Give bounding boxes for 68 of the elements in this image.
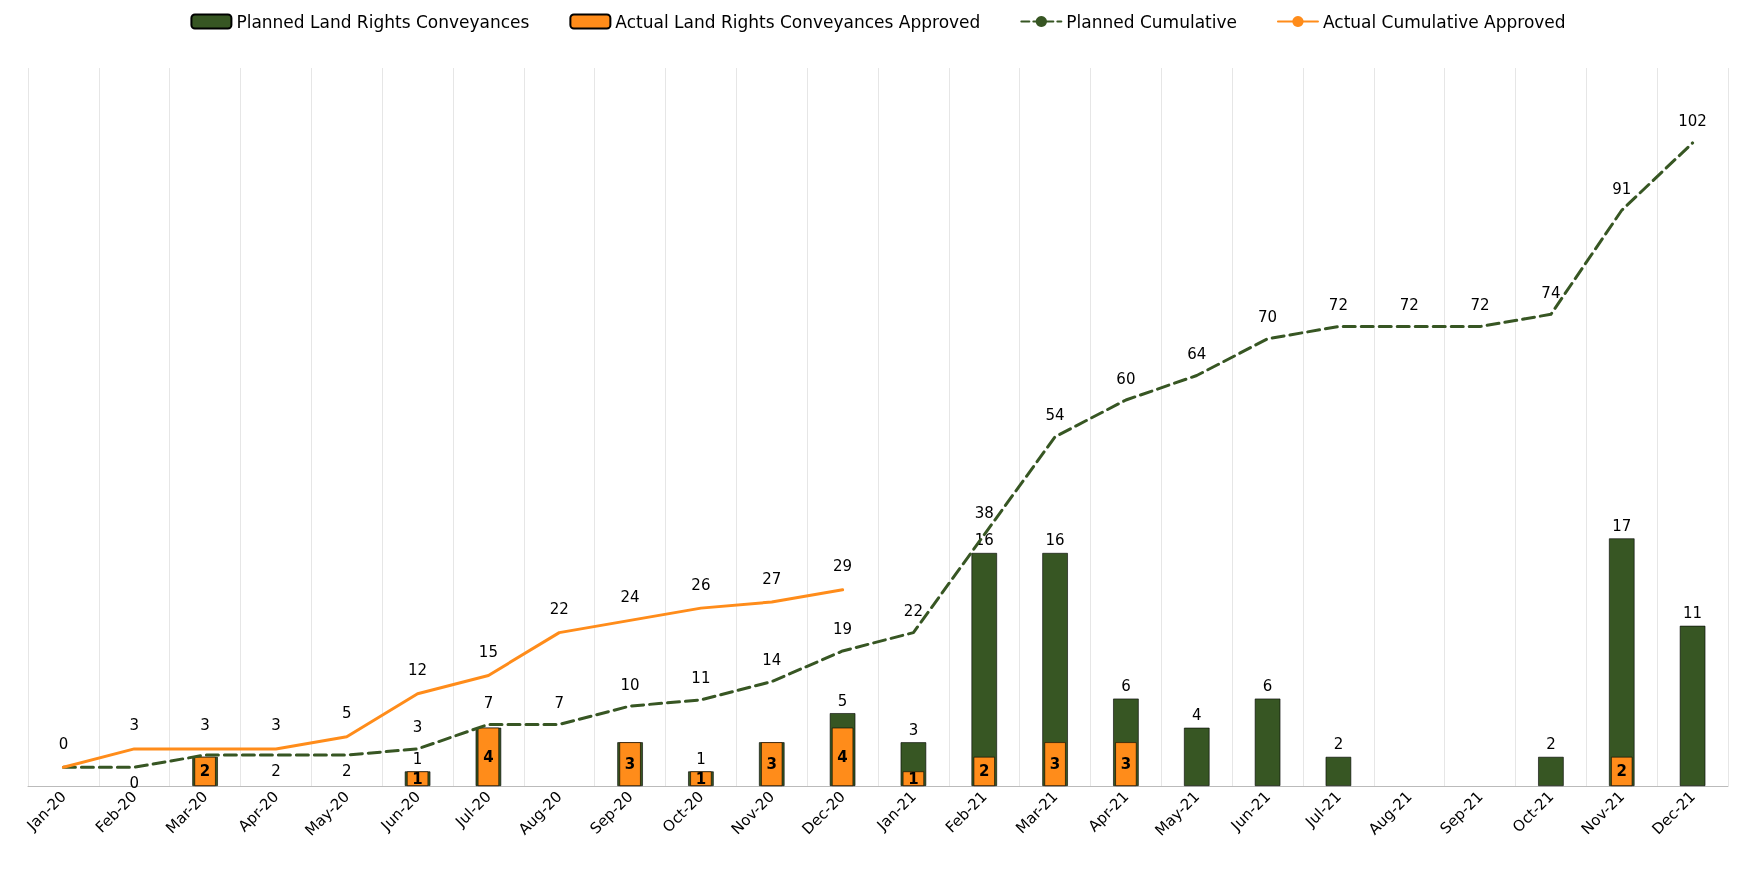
legend-label: Planned Land Rights Conveyances	[236, 11, 530, 32]
data-label: 2	[1546, 735, 1556, 754]
bar	[1538, 756, 1564, 786]
data-label: 1	[908, 769, 919, 788]
legend-label: Actual Cumulative Approved	[1322, 11, 1566, 32]
bar	[1184, 727, 1210, 786]
data-label: 12	[408, 661, 428, 680]
data-label: 0	[58, 734, 69, 753]
data-label: 2	[341, 761, 352, 780]
data-label: 3	[624, 755, 636, 774]
data-label: 11	[1683, 604, 1703, 623]
data-label: 27	[762, 569, 782, 588]
data-label: 4	[1191, 706, 1202, 725]
data-label: 54	[1045, 406, 1065, 425]
data-label: 60	[1116, 369, 1136, 388]
data-label: 19	[833, 620, 853, 639]
data-label: 3	[412, 718, 423, 737]
data-label: 0	[129, 773, 140, 792]
data-label: 4	[837, 747, 848, 766]
data-label: 4	[483, 747, 494, 766]
data-label: 1	[412, 769, 423, 788]
data-label: 2	[271, 761, 281, 780]
data-label: 17	[1612, 516, 1632, 535]
data-label: 70	[1258, 308, 1278, 327]
data-label: 3	[766, 755, 777, 774]
data-label: 26	[691, 575, 711, 594]
data-label: 22	[903, 602, 923, 621]
data-label: 72	[1399, 296, 1419, 315]
bar	[1679, 625, 1706, 786]
data-label: 1	[695, 769, 707, 788]
data-label: 72	[1328, 296, 1348, 315]
data-label: 38	[974, 504, 994, 523]
data-label: 15	[478, 642, 498, 661]
data-label: 5	[837, 691, 848, 710]
data-label: 3	[908, 720, 919, 739]
data-label: 64	[1187, 345, 1207, 364]
data-label: 6	[1262, 677, 1273, 696]
data-label: 72	[1470, 296, 1490, 315]
bar	[1254, 698, 1281, 786]
data-label: 7	[554, 693, 565, 712]
data-label: 2	[1333, 735, 1344, 754]
data-label: 1	[696, 749, 706, 768]
data-label: 2	[1616, 762, 1627, 781]
data-label: 1	[412, 749, 423, 768]
data-label: 3	[1120, 755, 1132, 774]
bar	[1325, 756, 1352, 786]
data-label: 3	[1049, 755, 1061, 774]
data-label: 3	[129, 716, 140, 735]
legend-label: Planned Cumulative	[1066, 11, 1237, 32]
data-label: 11	[691, 669, 711, 688]
data-label: 102	[1678, 112, 1707, 131]
data-label: 3	[271, 716, 281, 735]
data-label: 24	[620, 587, 640, 606]
data-label: 29	[833, 557, 853, 576]
data-label: 3	[200, 716, 210, 735]
data-label: 91	[1612, 179, 1632, 198]
data-label: 2	[979, 762, 990, 781]
data-label: 7	[483, 693, 494, 712]
bar	[1609, 538, 1635, 786]
data-label: 74	[1541, 283, 1561, 302]
data-label: 10	[620, 675, 640, 694]
data-label: 16	[1045, 531, 1065, 550]
data-label: 2	[199, 762, 211, 781]
data-label: 5	[341, 704, 352, 723]
data-label: 22	[549, 600, 569, 619]
data-label: 6	[1121, 677, 1131, 696]
legend-label: Actual Land Rights Conveyances Approved	[615, 11, 981, 32]
data-label: 14	[762, 651, 782, 670]
